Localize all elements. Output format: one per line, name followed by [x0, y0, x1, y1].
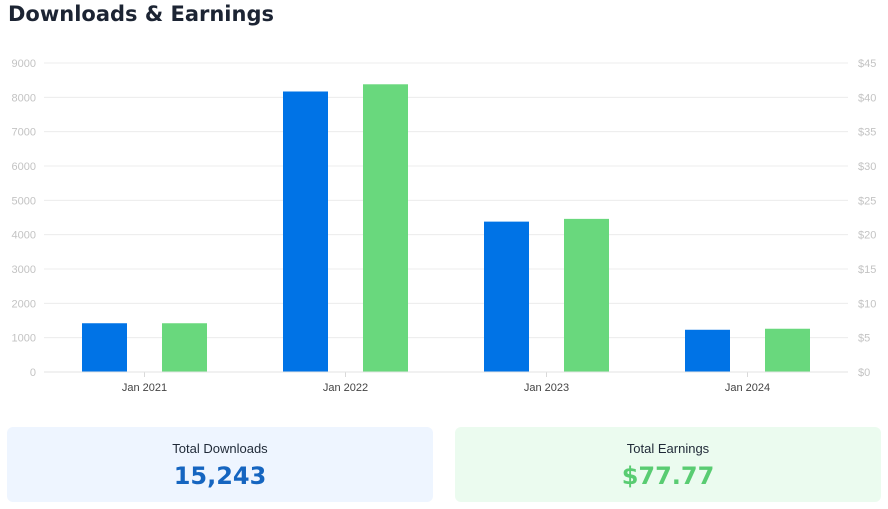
right-axis-tick-label: $25: [858, 195, 876, 207]
x-axis-ticks: Jan 2021 Jan 2022 Jan 2023 Jan 2024: [44, 371, 848, 394]
downloads-bar: [484, 221, 529, 372]
left-axis-ticks: 0 1000 2000 3000 4000 5000 6000 7000 8000 9000: [12, 58, 36, 379]
left-axis-tick-label: 5000: [12, 195, 36, 207]
bars: [82, 84, 810, 372]
page-title: Downloads & Earnings: [8, 2, 274, 26]
downloads-bar: [685, 329, 730, 372]
right-axis-tick-label: $30: [858, 161, 876, 173]
total-downloads-card: Total Downloads 15,243: [7, 427, 433, 502]
total-downloads-label: Total Downloads: [172, 441, 268, 456]
right-axis-tick-label: $5: [858, 333, 870, 345]
earnings-bar: [363, 84, 408, 372]
total-earnings-value: $77.77: [621, 462, 715, 490]
left-axis-tick-label: 6000: [12, 161, 36, 173]
x-axis-tick-label: Jan 2023: [524, 382, 569, 394]
downloads-bar: [82, 323, 127, 372]
total-earnings-card: Total Earnings $77.77: [455, 427, 881, 502]
grid-lines: [44, 62, 848, 373]
x-axis-tick-label: Jan 2021: [122, 382, 167, 394]
left-axis-tick-label: 4000: [12, 230, 36, 242]
left-axis-tick-label: 0: [30, 367, 36, 379]
right-axis-tick-label: $0: [858, 367, 870, 379]
left-axis-tick-label: 9000: [12, 58, 36, 70]
total-earnings-label: Total Earnings: [626, 441, 710, 456]
right-axis-tick-label: $10: [858, 298, 876, 310]
right-axis-tick-label: $40: [858, 92, 876, 104]
right-axis-tick-label: $45: [858, 58, 876, 70]
right-axis-tick-label: $35: [858, 127, 876, 139]
right-axis-ticks: $0 $5 $10 $15 $20 $25 $30 $35 $40 $45: [858, 58, 876, 379]
earnings-bar: [162, 323, 207, 372]
left-axis-tick-label: 7000: [12, 127, 36, 139]
x-axis-tick-label: Jan 2024: [725, 382, 770, 394]
x-axis-tick-label: Jan 2022: [323, 382, 368, 394]
right-axis-tick-label: $15: [858, 264, 876, 276]
right-axis-tick-label: $20: [858, 230, 876, 242]
left-axis-tick-label: 2000: [12, 298, 36, 310]
earnings-bar: [765, 328, 810, 372]
left-axis-tick-label: 8000: [12, 92, 36, 104]
downloads-bar: [283, 91, 328, 372]
total-downloads-value: 15,243: [173, 462, 267, 490]
left-axis-tick-label: 3000: [12, 264, 36, 276]
earnings-bar: [564, 218, 609, 372]
downloads-earnings-chart: 0 1000 2000 3000 4000 5000 6000 7000 8000 9000 $0…: [12, 58, 877, 394]
left-axis-tick-label: 1000: [12, 333, 36, 345]
